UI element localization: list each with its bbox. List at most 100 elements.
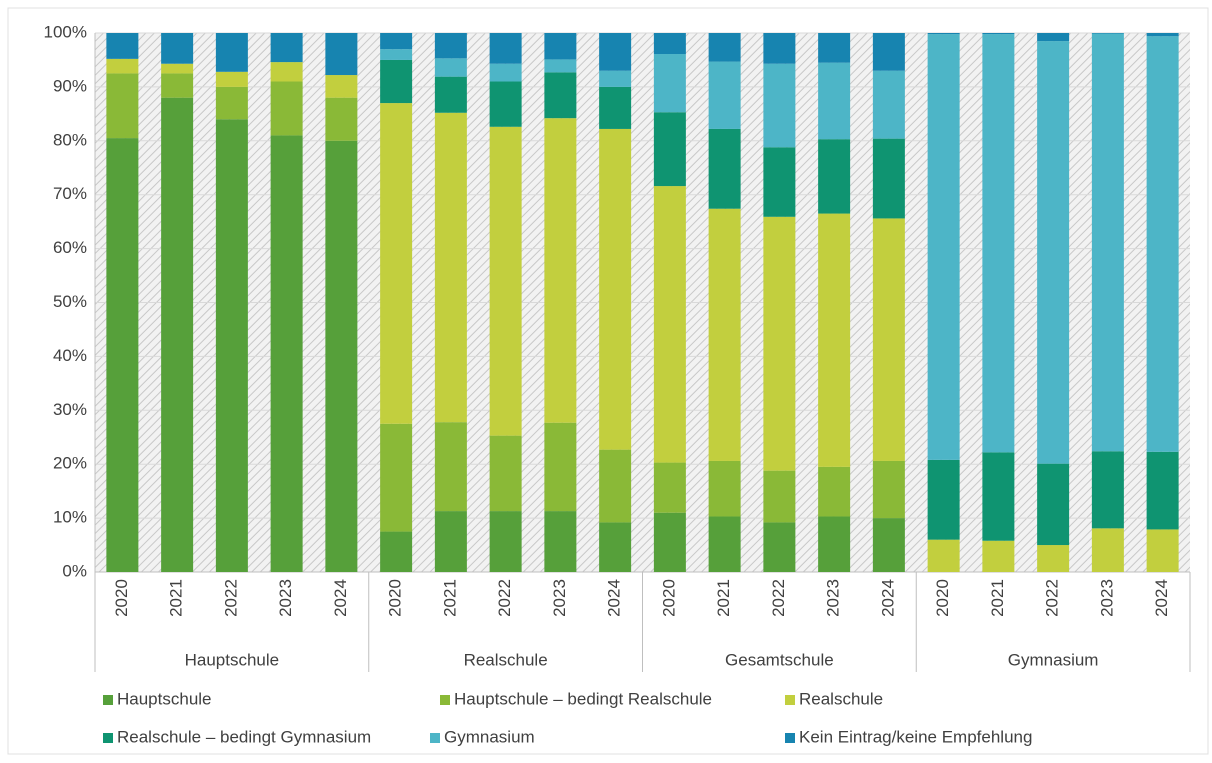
x-tick-label: 2023: [550, 579, 569, 617]
legend-swatch: [103, 733, 113, 743]
bar-segment: [161, 97, 194, 573]
x-tick-label: 2021: [167, 579, 186, 617]
bar-segment: [763, 147, 796, 217]
bar-segment: [106, 33, 139, 59]
bar-segment: [708, 208, 741, 461]
x-tick-label: 2023: [1097, 579, 1116, 617]
bar-segment: [380, 59, 413, 104]
bar-segment: [927, 34, 960, 460]
legend-label: Realschule – bedingt Gymnasium: [117, 727, 371, 746]
x-tick-label: 2021: [714, 579, 733, 617]
bar-segment: [599, 33, 632, 71]
bar-segment: [489, 435, 522, 512]
bar-segment: [763, 216, 796, 471]
bar-segment: [380, 531, 413, 572]
bar-segment: [489, 126, 522, 436]
bar-segment: [215, 71, 248, 87]
bar-segment: [982, 540, 1015, 572]
bar-segment: [1091, 33, 1124, 452]
bar-segment: [325, 75, 358, 98]
bar-segment: [106, 138, 139, 573]
x-tick-label: 2023: [824, 579, 843, 617]
x-tick-label: 2024: [605, 579, 624, 617]
bar-segment: [215, 86, 248, 120]
bar-segment: [325, 33, 358, 76]
legend-swatch: [785, 733, 795, 743]
bar-segment: [489, 33, 522, 64]
bar-segment: [1146, 529, 1179, 572]
bar-segment: [544, 511, 577, 572]
bar-segment: [708, 516, 741, 572]
group-label: Realschule: [464, 650, 548, 669]
bar-segment: [982, 34, 1015, 453]
bar-segment: [1146, 33, 1179, 37]
bar-segment: [599, 449, 632, 523]
bar-segment: [818, 466, 851, 517]
y-tick-label: 100%: [44, 22, 87, 41]
bar-segment: [763, 63, 796, 148]
bar-segment: [544, 33, 577, 60]
bar-segment: [270, 62, 303, 82]
bar-segment: [1037, 463, 1070, 546]
y-tick-label: 20%: [53, 454, 87, 473]
bar-segment: [653, 33, 686, 55]
y-tick-label: 30%: [53, 400, 87, 419]
legend-swatch: [430, 733, 440, 743]
bar-segment: [380, 49, 413, 60]
bar-segment: [818, 516, 851, 572]
x-tick-label: 2024: [1152, 579, 1171, 617]
legend-label: Hauptschule: [117, 689, 212, 708]
bar-segment: [489, 63, 522, 82]
bar-segment: [270, 33, 303, 63]
bar-segment: [927, 33, 960, 35]
bar-segment: [872, 70, 905, 139]
bar-segment: [215, 33, 248, 72]
bar-segment: [380, 103, 413, 424]
x-tick-label: 2020: [112, 579, 131, 617]
bar-segment: [763, 522, 796, 572]
bar-segment: [544, 59, 577, 73]
y-tick-label: 10%: [53, 508, 87, 527]
legend-label: Hauptschule – bedingt Realschule: [454, 689, 712, 708]
bar-segment: [818, 33, 851, 63]
bar-segment: [708, 33, 741, 62]
bar-segment: [1091, 33, 1124, 34]
x-tick-label: 2024: [878, 579, 897, 617]
bar-segment: [1146, 36, 1179, 452]
x-tick-label: 2022: [769, 579, 788, 617]
bar-segment: [653, 112, 686, 187]
bar-segment: [763, 33, 796, 64]
bar-segment: [1091, 451, 1124, 529]
x-tick-label: 2020: [933, 579, 952, 617]
bar-segment: [544, 118, 577, 423]
bar-segment: [489, 511, 522, 572]
bar-segment: [653, 54, 686, 113]
bar-segment: [1037, 33, 1070, 42]
bar-segment: [434, 33, 467, 59]
y-tick-label: 70%: [53, 184, 87, 203]
bar-segment: [380, 423, 413, 532]
y-tick-label: 40%: [53, 346, 87, 365]
bar-segment: [380, 33, 413, 50]
bar-segment: [708, 128, 741, 209]
x-tick-label: 2022: [1043, 579, 1062, 617]
x-tick-label: 2020: [659, 579, 678, 617]
bar-segment: [927, 539, 960, 572]
legend-swatch: [440, 695, 450, 705]
bar-segment: [982, 452, 1015, 541]
bar-segment: [653, 462, 686, 513]
y-tick-label: 0%: [62, 561, 87, 580]
bar-segment: [653, 186, 686, 463]
y-tick-label: 60%: [53, 238, 87, 257]
bar-segment: [1037, 41, 1070, 464]
bar-segment: [106, 58, 139, 74]
bar-segment: [434, 76, 467, 113]
bar-segment: [434, 58, 467, 77]
bar-segment: [599, 522, 632, 572]
bar-segment: [161, 33, 194, 64]
legend-label: Kein Eintrag/keine Empfehlung: [799, 727, 1032, 746]
y-tick-label: 80%: [53, 130, 87, 149]
bar-segment: [544, 72, 577, 119]
bar-segment: [270, 135, 303, 572]
